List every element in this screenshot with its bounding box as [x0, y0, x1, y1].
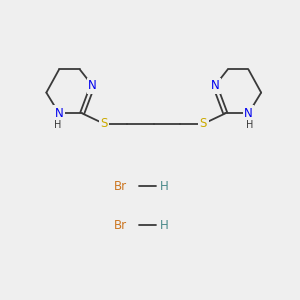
Text: Br: Br — [114, 219, 127, 232]
Text: H: H — [160, 219, 168, 232]
Text: H: H — [160, 180, 168, 193]
Text: H: H — [246, 120, 253, 130]
Text: N: N — [244, 107, 253, 120]
Text: N: N — [211, 79, 219, 92]
Text: S: S — [200, 117, 207, 130]
Text: N: N — [55, 107, 63, 120]
Text: S: S — [100, 117, 108, 130]
Text: H: H — [54, 120, 61, 130]
Text: N: N — [88, 79, 97, 92]
Text: Br: Br — [114, 180, 127, 193]
